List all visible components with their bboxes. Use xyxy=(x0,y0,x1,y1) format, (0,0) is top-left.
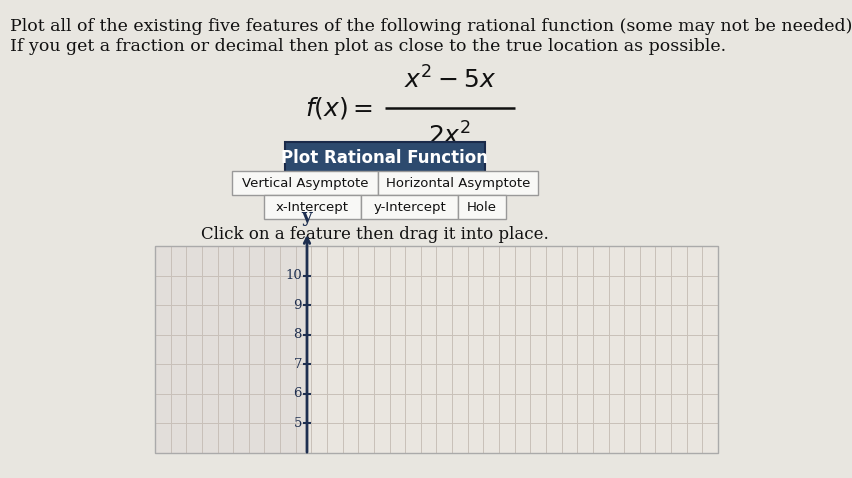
FancyBboxPatch shape xyxy=(458,195,505,219)
Text: 6: 6 xyxy=(293,387,302,401)
Text: $x^2 - 5x$: $x^2 - 5x$ xyxy=(404,67,495,94)
FancyBboxPatch shape xyxy=(307,246,717,453)
FancyBboxPatch shape xyxy=(263,195,360,219)
Text: y-Intercept: y-Intercept xyxy=(372,200,446,214)
Text: 8: 8 xyxy=(293,328,302,341)
Text: Vertical Asymptote: Vertical Asymptote xyxy=(241,176,368,189)
Text: $2x^2$: $2x^2$ xyxy=(428,122,471,149)
Text: 9: 9 xyxy=(293,299,302,312)
Text: 7: 7 xyxy=(293,358,302,371)
FancyBboxPatch shape xyxy=(360,195,458,219)
Text: 5: 5 xyxy=(293,417,302,430)
Text: $f(x) =$: $f(x) =$ xyxy=(304,95,372,121)
Text: Plot all of the existing five features of the following rational function (some : Plot all of the existing five features o… xyxy=(10,18,852,35)
Text: y: y xyxy=(302,208,312,226)
FancyBboxPatch shape xyxy=(155,246,307,453)
Text: 10: 10 xyxy=(285,269,302,282)
Text: If you get a fraction or decimal then plot as close to the true location as poss: If you get a fraction or decimal then pl… xyxy=(10,38,725,55)
FancyBboxPatch shape xyxy=(232,171,377,195)
Text: x-Intercept: x-Intercept xyxy=(276,200,348,214)
Text: Hole: Hole xyxy=(466,200,497,214)
Text: Horizontal Asymptote: Horizontal Asymptote xyxy=(385,176,530,189)
FancyBboxPatch shape xyxy=(285,142,485,174)
Text: Click on a feature then drag it into place.: Click on a feature then drag it into pla… xyxy=(201,226,548,243)
Text: Plot Rational Function: Plot Rational Function xyxy=(281,149,488,167)
FancyBboxPatch shape xyxy=(377,171,538,195)
